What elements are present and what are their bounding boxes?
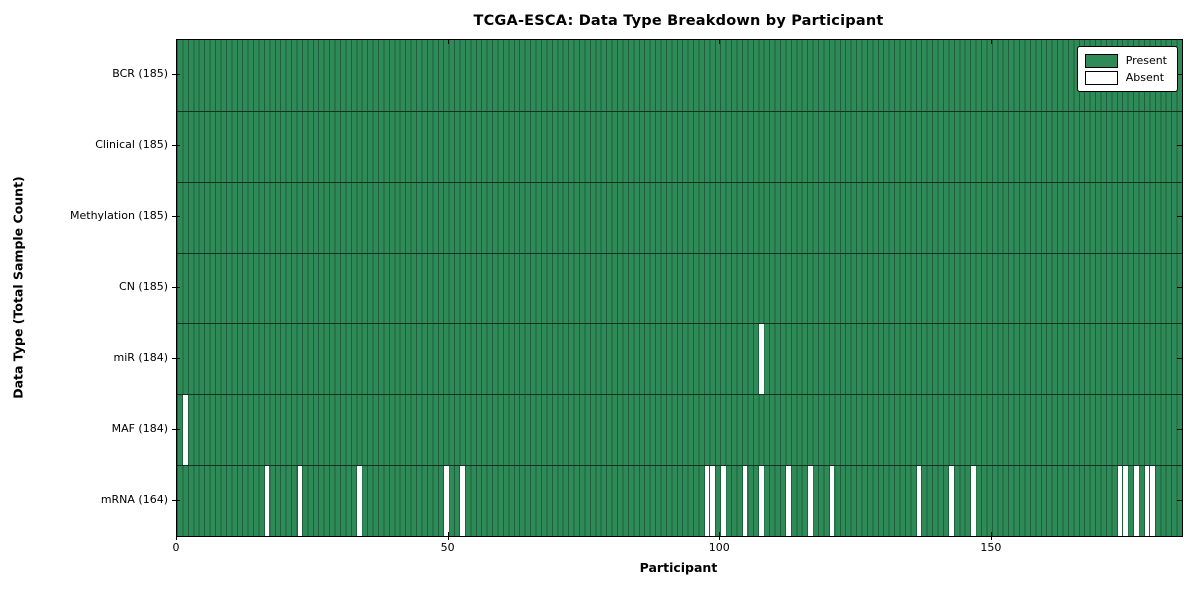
x-tick-label-150: 150 [980,541,1002,554]
legend-entry-present: Present [1084,52,1167,69]
chart-row-maf [177,394,1182,466]
y-tick-label-cn: CN (185) [119,280,168,293]
y-tick-label-mrna: mRNA (164) [100,492,168,506]
y-tick-mark [1177,357,1182,359]
row-divider [177,465,1182,467]
y-tick-mark [1177,74,1182,76]
absent-bar-mrna-p116 [807,465,813,536]
y-tick-mark [172,145,180,147]
absent-bar-mrna-p22 [296,465,302,536]
absent-bar-mir-p107 [758,323,764,395]
absent-bar-mrna-p107 [758,465,764,536]
absent-bar-mrna-p52 [459,465,465,536]
y-tick-label-bcr: BCR (185) [112,67,168,81]
y-tick-label-mir: miR (184) [113,350,169,364]
absent-bar-mrna-p173 [1116,465,1123,536]
absent-bar-mrna-p179 [1149,465,1155,536]
chart-row-clinical [177,110,1182,182]
y-tick-mark [1177,499,1182,501]
y-tick-mark [172,216,180,218]
chart-row-bcr [177,40,1182,111]
chart-title: TCGA-ESCA: Data Type Breakdown by Partic… [473,13,884,29]
x-tick-mark [176,532,177,540]
row-divider [177,252,1182,254]
absent-bar-mrna-p16 [263,465,270,536]
x-tick-mark [719,532,721,540]
y-tick-mark [172,428,180,430]
x-tick-mark-top [447,40,449,44]
y-tick-label-methylation: Methylation (185) [70,209,168,223]
x-tick-label-0: 0 [172,541,180,554]
x-tick-label-100: 100 [708,541,730,554]
y-tick-mark [172,499,180,501]
y-tick-mark [172,74,180,76]
x-tick-mark-top [719,40,721,44]
row-divider [177,181,1182,183]
absent-bar-mrna-p104 [741,465,748,536]
row-divider [177,394,1182,396]
x-tick-mark-top [176,40,177,44]
y-tick-mark [172,357,180,359]
absent-bar-mrna-p146 [970,465,976,536]
absent-bar-mrna-p98 [709,465,715,536]
absent-bar-mrna-p100 [720,465,726,536]
chart-row-methylation [177,181,1182,253]
row-divider [177,323,1182,325]
absent-bar-mrna-p112 [785,465,791,536]
legend-entry-absent: Absent [1084,69,1167,86]
absent-bar-mrna-p142 [948,465,954,536]
legend-absent-label: Absent [1125,70,1165,84]
y-tick-mark [1177,428,1182,430]
absent-bar-mrna-p120 [828,465,835,536]
chart-row-mrna [177,465,1182,536]
x-tick-mark [447,532,449,540]
row-divider [177,110,1182,112]
y-tick-label-maf: MAF (184) [111,421,168,435]
absent-bar-mrna-p136 [915,465,922,536]
y-tick-mark [1177,145,1182,147]
x-axis-title: Participant [639,560,718,575]
legend-present-swatch [1084,53,1118,68]
legend: Present Absent [1076,46,1178,92]
absent-bar-mrna-p49 [443,465,449,536]
chart-row-mir [177,323,1182,395]
absent-bar-mrna-p176 [1133,465,1139,536]
legend-absent-swatch [1084,70,1118,85]
absent-bar-mrna-p174 [1122,465,1128,536]
absent-bar-mrna-p33 [356,465,362,536]
legend-present-label: Present [1125,53,1167,67]
x-tick-label-50: 50 [440,541,455,554]
y-tick-mark [172,287,180,288]
chart-row-cn [177,252,1182,324]
y-tick-label-clinical: Clinical (185) [95,138,168,152]
x-tick-mark-top [990,40,992,44]
absent-bar-maf-p1 [182,394,188,466]
absent-bar-mrna-p178 [1143,465,1150,536]
y-tick-mark [1177,287,1182,288]
plot-area: Present Absent [176,39,1183,537]
y-tick-mark [1177,216,1182,218]
x-tick-mark [990,532,992,540]
absent-bar-mrna-p97 [703,465,710,536]
